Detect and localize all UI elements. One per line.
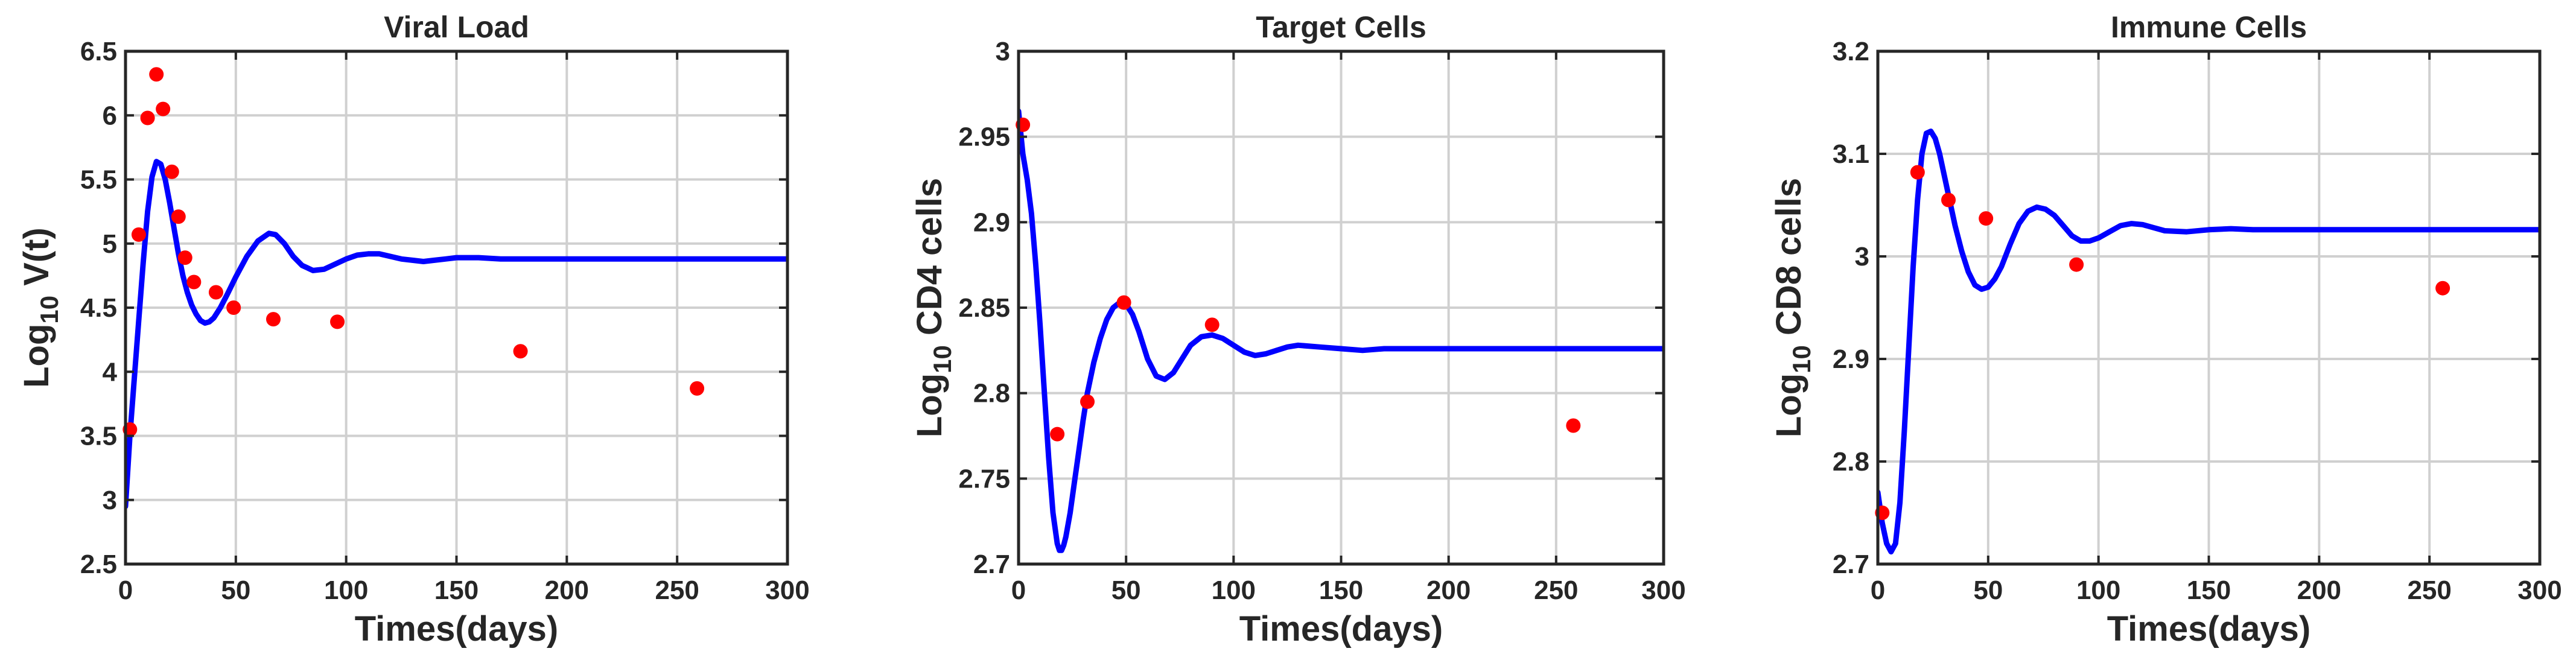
data-point <box>1116 295 1131 310</box>
x-tick-label: 200 <box>1426 576 1471 605</box>
x-tick-label: 200 <box>2297 576 2341 605</box>
y-tick-label: 6.5 <box>80 37 117 66</box>
y-tick-label: 2.9 <box>973 208 1010 237</box>
data-point <box>164 164 179 179</box>
x-tick-label: 100 <box>1212 576 1256 605</box>
chart-panel-2: 0 50 100 150 200 250 300 2.7 2.75 2.8 2.85 2.9 2.95 3… <box>910 10 1686 649</box>
x-tick-label: 250 <box>655 576 699 605</box>
y-tick-label: 2.7 <box>1833 550 1869 579</box>
x-tick-label: 100 <box>2076 576 2120 605</box>
x-tick-label: 0 <box>118 576 133 605</box>
x-axis-label: Times(days) <box>1239 609 1443 649</box>
data-point <box>177 250 192 265</box>
data-point <box>156 101 171 116</box>
y-axis-label: Log10 V(t) <box>17 227 63 388</box>
chart-title: Viral Load <box>384 10 529 44</box>
y-tick-label: 5 <box>103 229 117 259</box>
data-point <box>1910 165 1925 180</box>
data-point <box>2069 257 2084 272</box>
data-point <box>2435 281 2450 296</box>
y-tick-label: 2.5 <box>80 550 117 579</box>
x-tick-label: 100 <box>324 576 368 605</box>
y-tick-label: 3 <box>1855 242 1869 271</box>
model-curve <box>1019 108 1664 553</box>
x-tick-label: 300 <box>2517 576 2562 605</box>
y-axis-label: Log10 CD8 cells <box>1769 178 1816 437</box>
y-tick-label: 2.9 <box>1833 344 1869 374</box>
data-point <box>330 314 345 329</box>
data-point <box>513 344 528 359</box>
data-point <box>1566 418 1581 433</box>
chart-panel-3: 0 50 100 150 200 250 300 2.7 2.8 2.9 3 3.1 3.2 Immune… <box>1769 10 2562 649</box>
x-tick-label: 50 <box>221 576 250 605</box>
x-tick-label: 150 <box>1319 576 1363 605</box>
y-tick-label: 2.8 <box>973 379 1010 408</box>
y-tick-label: 3 <box>996 37 1010 66</box>
x-tick-label: 150 <box>434 576 479 605</box>
x-tick-label: 0 <box>1011 576 1026 605</box>
y-tick-label: 5.5 <box>80 165 117 195</box>
data-point <box>226 300 241 315</box>
model-curve <box>1878 128 2540 555</box>
y-tick-label: 2.95 <box>958 122 1010 152</box>
x-tick-label: 50 <box>1973 576 2003 605</box>
chart-panel-1: 0 50 100 150 200 250 300 2.5 3 3.5 4 4.5 5 5.5 6 6.5 Vir… <box>17 10 810 649</box>
x-tick-label: 300 <box>1641 576 1685 605</box>
data-point <box>171 209 186 224</box>
x-tick-label: 0 <box>1871 576 1885 605</box>
data-point <box>131 227 146 242</box>
data-point <box>186 274 202 290</box>
x-tick-label: 200 <box>545 576 589 605</box>
data-point <box>1941 192 1956 208</box>
x-tick-label: 250 <box>2407 576 2451 605</box>
data-point <box>1979 211 1994 226</box>
y-tick-label: 2.7 <box>973 550 1010 579</box>
x-axis-label: Times(days) <box>2107 609 2310 649</box>
y-tick-label: 6 <box>103 101 117 130</box>
data-point <box>1050 427 1065 442</box>
y-axis-label: Log10 CD4 cells <box>910 178 956 437</box>
y-tick-label: 2.8 <box>1833 447 1869 477</box>
x-tick-label: 250 <box>1534 576 1578 605</box>
x-tick-label: 50 <box>1111 576 1141 605</box>
x-tick-label: 150 <box>2187 576 2231 605</box>
y-tick-label: 3.2 <box>1833 37 1869 66</box>
chart-title: Target Cells <box>1256 10 1426 44</box>
data-point <box>1080 394 1095 409</box>
y-tick-label: 3.5 <box>80 422 117 451</box>
y-tick-label: 2.75 <box>958 464 1010 493</box>
data-point <box>149 67 164 82</box>
x-axis-label: Times(days) <box>355 609 558 649</box>
model-curve <box>126 159 787 509</box>
data-point <box>266 312 281 327</box>
y-tick-label: 3.1 <box>1833 139 1869 169</box>
y-tick-label: 2.85 <box>958 293 1010 323</box>
chart-title: Immune Cells <box>2111 10 2307 44</box>
data-point <box>140 110 155 125</box>
x-tick-label: 300 <box>765 576 809 605</box>
data-point <box>208 285 223 300</box>
y-tick-label: 4.5 <box>80 293 117 323</box>
y-tick-label: 3 <box>103 486 117 515</box>
y-tick-label: 4 <box>103 357 118 387</box>
data-point <box>690 381 705 396</box>
data-point <box>1204 317 1220 332</box>
